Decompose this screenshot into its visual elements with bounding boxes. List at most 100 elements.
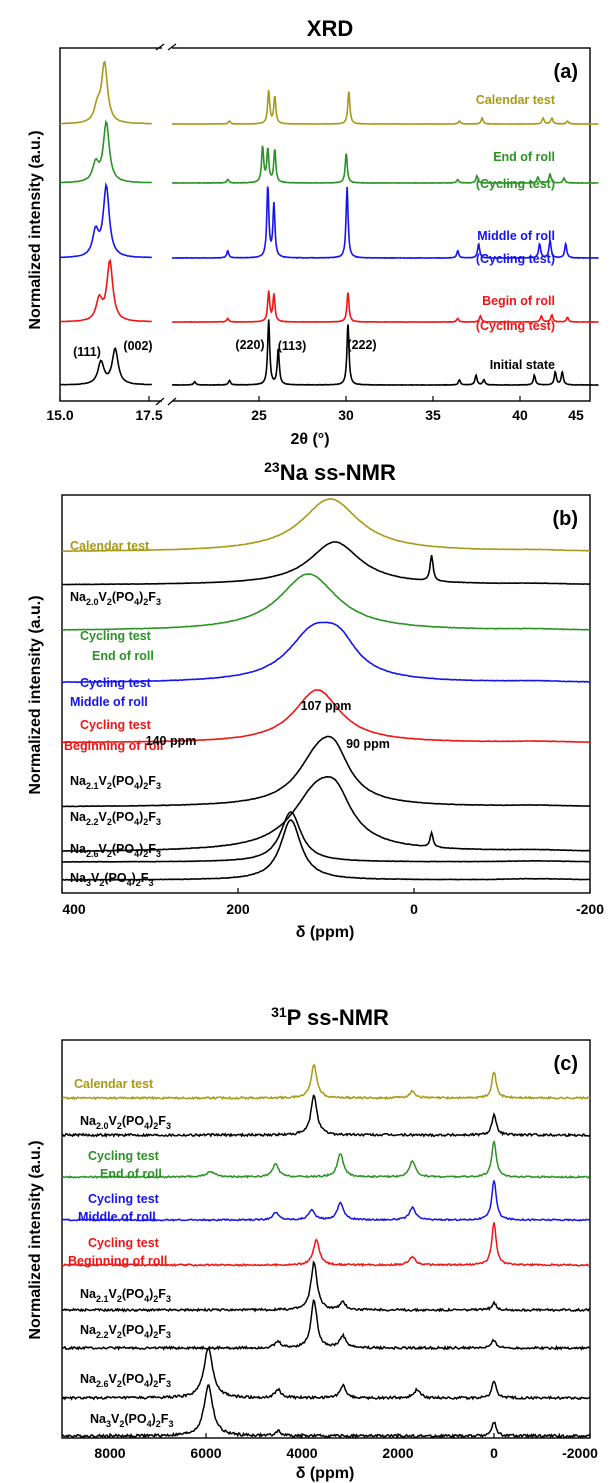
na-nmr-series-line-4 [62, 688, 591, 744]
panel-b-title-main: Na ss-NMR [280, 460, 396, 485]
na-xtick-label: 400 [62, 901, 86, 917]
xrd-xtick-label: 30 [338, 407, 354, 423]
series-label-na26: Na2.6V2(PO4)2F3 [80, 1372, 171, 1389]
panel-a-ylabel: Normalized intensity (a.u.) [27, 130, 44, 329]
panel-a-xticks: 15.0 17.5 25 30 35 40 45 [46, 396, 584, 423]
series-label-cycling-end-1: Cycling test [88, 1149, 160, 1163]
panel-b: 23Na ss-NMR (b) 400 200 0 -200 δ (ppm) Norm… [27, 459, 604, 941]
panel-b-xlabel: δ (ppm) [296, 924, 355, 941]
series-label-na22: Na2.2V2(PO4)2F3 [70, 810, 161, 827]
na-nmr-series-line-7 [61, 811, 590, 863]
series-label-middle-of-roll-2: (Cycling test) [476, 252, 555, 266]
panel-c-xlabel: δ (ppm) [296, 1465, 355, 1482]
na-nmr-series-line-1 [62, 541, 591, 586]
annotation-220: (220) [235, 338, 264, 352]
p-nmr-series-line-7 [61, 1345, 591, 1401]
panel-c-xticks: 8000 6000 4000 2000 0 -2000 [94, 1433, 598, 1461]
p-nmr-series-line-0 [61, 1063, 591, 1101]
na-nmr-series-line-6 [61, 775, 591, 852]
xrd-series-line-1 [59, 119, 599, 185]
annotation-113: (113) [278, 339, 307, 353]
axis-break-mark-bottom-1 [155, 397, 165, 406]
xrd-xtick-label: 15.0 [46, 407, 73, 423]
axis-break-mark-top-2 [167, 43, 177, 51]
series-label-begin-of-roll-1: Begin of roll [482, 294, 555, 308]
na-xtick-label: 200 [226, 901, 250, 917]
series-label-na26: Na2.6V2(PO4)2F3 [70, 842, 161, 859]
na-xtick-label: 0 [410, 901, 418, 917]
series-label-na21: Na2.1V2(PO4)2F3 [70, 774, 161, 791]
panel-a-xlabel: 2θ (°) [290, 431, 329, 448]
series-label-end-of-roll-2: (Cycling test) [476, 177, 555, 191]
panel-c-title-main: P ss-NMR [287, 1005, 389, 1030]
series-label-cycling-middle-2: Middle of roll [78, 1210, 156, 1224]
xrd-series-line-2 [60, 181, 599, 260]
panel-b-xticks: 400 200 0 -200 [61, 888, 604, 917]
xrd-xtick-label: 45 [568, 407, 584, 423]
series-label-cycling-middle-1: Cycling test [88, 1192, 160, 1206]
series-label-na21: Na2.1V2(PO4)2F3 [80, 1287, 171, 1304]
p-xtick-label: 2000 [382, 1445, 413, 1461]
panel-a-series [59, 60, 599, 387]
series-label-cycling-end-1: Cycling test [80, 629, 152, 643]
xrd-xtick-label: 35 [425, 407, 441, 423]
series-label-na3: Na3V2(PO4)2F3 [90, 1412, 173, 1429]
na-nmr-series-line-5 [61, 735, 591, 808]
series-label-cycling-begin-2: Beginning of roll [68, 1254, 167, 1268]
series-label-na20: Na2.0V2(PO4)2F3 [70, 590, 161, 607]
panel-c-title: 31P ss-NMR [271, 1004, 389, 1030]
panel-b-title-sup: 23 [264, 459, 280, 475]
series-label-middle-of-roll-1: Middle of roll [477, 229, 555, 243]
series-label-cycling-begin-1: Cycling test [80, 718, 152, 732]
p-nmr-series-line-8 [61, 1384, 591, 1440]
series-label-begin-of-roll-2: (Cycling test) [476, 319, 555, 333]
p-nmr-series-line-2 [61, 1140, 590, 1179]
p-xtick-label: 6000 [190, 1445, 221, 1461]
axis-break-gap [162, 40, 172, 410]
panel-c-title-sup: 31 [271, 1004, 287, 1020]
panel-a-label: (a) [554, 61, 578, 83]
panel-c-frame [61, 1039, 591, 1439]
xrd-xtick-label: 25 [251, 407, 267, 423]
series-label-na20: Na2.0V2(PO4)2F3 [80, 1114, 171, 1131]
series-label-calendar: Calendar test [476, 93, 556, 107]
series-label-calendar: Calendar test [74, 1077, 154, 1091]
panel-c-ylabel: Normalized intensity (a.u.) [27, 1140, 44, 1339]
p-nmr-series-line-5 [61, 1260, 591, 1313]
p-nmr-series-line-3 [61, 1180, 591, 1222]
panel-a-title: XRD [307, 16, 353, 41]
xrd-series-line-4 [59, 319, 599, 387]
p-xtick-label: 0 [490, 1445, 498, 1461]
xrd-series-line-0 [59, 60, 599, 126]
panel-c-label: (c) [554, 1053, 578, 1075]
na-nmr-series-line-3 [62, 621, 590, 684]
na-nmr-series-line-0 [61, 497, 591, 553]
series-label-cycling-middle-2: Middle of roll [70, 695, 148, 709]
panel-c: 31P ss-NMR (c) 8000 6000 4000 2000 0 -2000 δ … [27, 1004, 598, 1482]
series-label-end-of-roll-1: End of roll [493, 150, 555, 164]
annotation-222: (222) [347, 338, 376, 352]
axis-break-mark-bottom-2 [167, 397, 177, 406]
na-nmr-series-line-8 [62, 819, 591, 881]
series-label-cycling-middle-1: Cycling test [80, 676, 152, 690]
panel-b-series [61, 497, 591, 881]
p-xtick-label: -2000 [562, 1445, 598, 1461]
p-xtick-label: 8000 [94, 1445, 125, 1461]
series-label-initial-state: Initial state [490, 358, 555, 372]
series-label-na22: Na2.2V2(PO4)2F3 [80, 1323, 171, 1340]
series-label-cycling-end-2: End of roll [92, 649, 154, 663]
panel-b-frame [61, 494, 591, 894]
panel-a: XRD (a) 15.0 17.5 25 30 35 40 45 2θ (°) Normal… [27, 16, 599, 448]
series-label-cycling-begin-1: Cycling test [88, 1236, 160, 1250]
series-label-cycling-end-2: End of roll [100, 1167, 162, 1181]
axis-break-mark-top-1 [155, 43, 165, 51]
panel-c-series [61, 1063, 591, 1440]
annotation-111: (111) [73, 345, 101, 359]
panel-b-title: 23Na ss-NMR [264, 459, 396, 485]
annotation-140ppm: 140 ppm [146, 734, 197, 748]
series-label-cycling-begin-2: Beginning of roll [64, 739, 163, 753]
p-nmr-series-line-4 [61, 1222, 591, 1268]
series-label-calendar: Calendar test [70, 539, 150, 553]
na-nmr-series-line-2 [61, 573, 591, 631]
na-xtick-label: -200 [576, 901, 604, 917]
